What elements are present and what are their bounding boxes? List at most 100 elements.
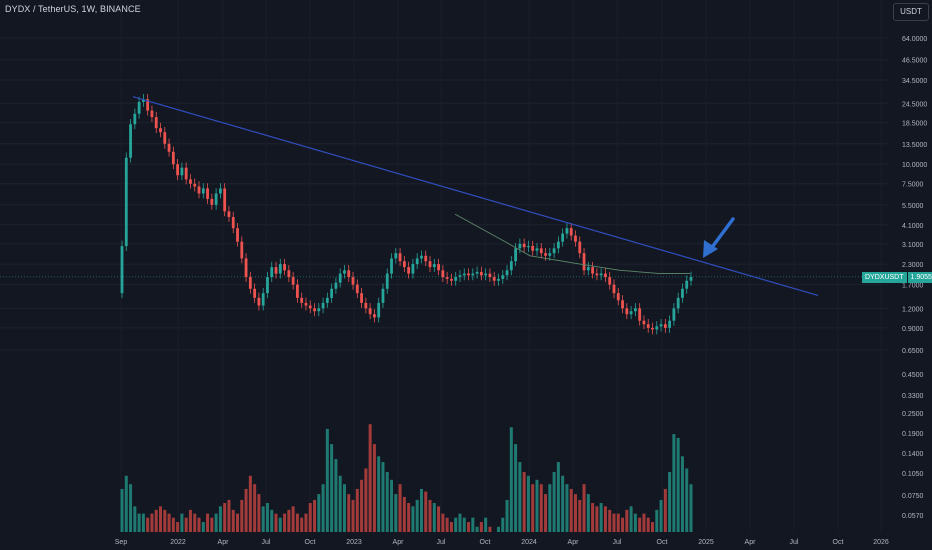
candle-body xyxy=(338,273,342,283)
candle-body xyxy=(629,311,633,315)
volume-bar xyxy=(210,517,214,532)
price-tick-label: 18.5000 xyxy=(902,120,927,127)
price-tick-label: 5.5000 xyxy=(902,203,924,210)
volume-bar xyxy=(676,437,680,532)
volume-bar xyxy=(475,526,479,532)
volume-bar xyxy=(411,506,415,532)
candle-body xyxy=(261,293,265,306)
time-tick-label: Apr xyxy=(393,539,405,546)
volume-bar xyxy=(248,475,252,532)
candle-body xyxy=(141,99,145,102)
volume-bar xyxy=(672,434,676,532)
time-axis[interactable]: Sep 2022 Apr Jul Oct 2023 Apr Jul Oct 2024 Apr Jul O… xyxy=(115,539,889,546)
time-tick-label: Oct xyxy=(480,539,491,546)
volume-bar xyxy=(458,513,462,532)
volume-bar xyxy=(638,517,642,532)
candle-body xyxy=(462,273,466,276)
volume-bar xyxy=(313,499,317,532)
volume-bar xyxy=(599,503,603,532)
candle-body xyxy=(180,167,184,176)
candle-body xyxy=(646,324,650,328)
candle-body xyxy=(313,308,316,312)
candle-body xyxy=(591,267,595,274)
volume-bar xyxy=(176,522,180,532)
price-axis[interactable]: 64.0000 46.5000 34.5000 24.5000 18.5000 13.50… xyxy=(902,36,927,520)
candle-body xyxy=(450,278,453,281)
volume-bar xyxy=(501,517,505,532)
volume-bar xyxy=(300,517,304,532)
volume-bar xyxy=(218,506,222,532)
candle-body xyxy=(270,267,274,278)
candle-body xyxy=(642,320,646,325)
trendline xyxy=(132,96,819,297)
volume-bar xyxy=(390,479,394,532)
candle-body xyxy=(308,305,312,309)
volume-bar xyxy=(586,494,590,532)
candle-body xyxy=(565,228,569,234)
candle-body xyxy=(398,253,402,262)
time-tick-label: 2023 xyxy=(346,539,362,546)
candle-body xyxy=(599,273,603,276)
candle-body xyxy=(539,248,543,254)
volume-bar xyxy=(347,494,351,532)
volume-bar xyxy=(539,484,543,532)
candle-body xyxy=(659,324,663,327)
candle-body xyxy=(184,167,188,180)
candle-body xyxy=(257,297,261,306)
volume-bar xyxy=(471,517,475,532)
volume-bar xyxy=(578,499,582,532)
candle-body xyxy=(561,233,565,242)
candle-body xyxy=(522,243,526,248)
candle-body xyxy=(655,326,659,330)
volume-bar xyxy=(484,517,488,532)
volume-bar xyxy=(445,517,449,532)
price-tick-label: 2.3000 xyxy=(902,262,924,269)
candle-body xyxy=(616,293,620,301)
candle-body xyxy=(458,275,462,278)
volume-tick-label: 0.1050 xyxy=(902,471,924,478)
volume-bar xyxy=(650,522,654,532)
volume-bar xyxy=(214,513,218,532)
candle-body xyxy=(454,277,458,281)
volume-bar xyxy=(137,513,141,532)
candle-body xyxy=(501,275,505,279)
time-tick-label: Jul xyxy=(437,539,446,546)
candle-body xyxy=(415,258,419,265)
volume-bar xyxy=(668,472,672,532)
volume-bar xyxy=(150,513,154,532)
volume-bar xyxy=(159,506,163,532)
volume-bar xyxy=(449,522,453,532)
volume-bar xyxy=(394,494,398,532)
price-tick-label: 46.5000 xyxy=(902,58,927,65)
price-tick-label: 1.7000 xyxy=(902,283,924,290)
candle-body xyxy=(586,267,590,271)
candle-body xyxy=(373,314,376,318)
last-price-tag: DYDXUSDT 1.9055 xyxy=(862,272,932,283)
candle-body xyxy=(321,302,325,309)
volume-bar xyxy=(154,509,158,532)
volume-bar xyxy=(565,484,569,532)
volume-bar xyxy=(488,526,492,532)
volume-bar xyxy=(124,475,128,532)
candle-body xyxy=(360,293,363,303)
candle-body xyxy=(197,186,201,194)
volume-bar xyxy=(193,513,197,532)
candle-body xyxy=(432,264,436,268)
candle-body xyxy=(304,302,308,306)
candle-body xyxy=(638,308,642,321)
currency-button[interactable]: USDT xyxy=(893,3,929,21)
candle-body xyxy=(150,110,154,118)
candle-body xyxy=(120,246,124,294)
candle-body xyxy=(368,308,372,315)
candle-body xyxy=(124,157,128,247)
time-tick-label: Apr xyxy=(745,539,757,546)
volume-bar xyxy=(129,484,133,532)
volume-tick-label: 0.2500 xyxy=(902,411,924,418)
volume-bar xyxy=(616,513,620,532)
volume-bar xyxy=(522,472,526,532)
price-tick-label: 13.5000 xyxy=(902,142,927,149)
candle-body xyxy=(146,99,150,111)
volume-bar xyxy=(544,494,548,532)
candle-body xyxy=(253,288,257,298)
